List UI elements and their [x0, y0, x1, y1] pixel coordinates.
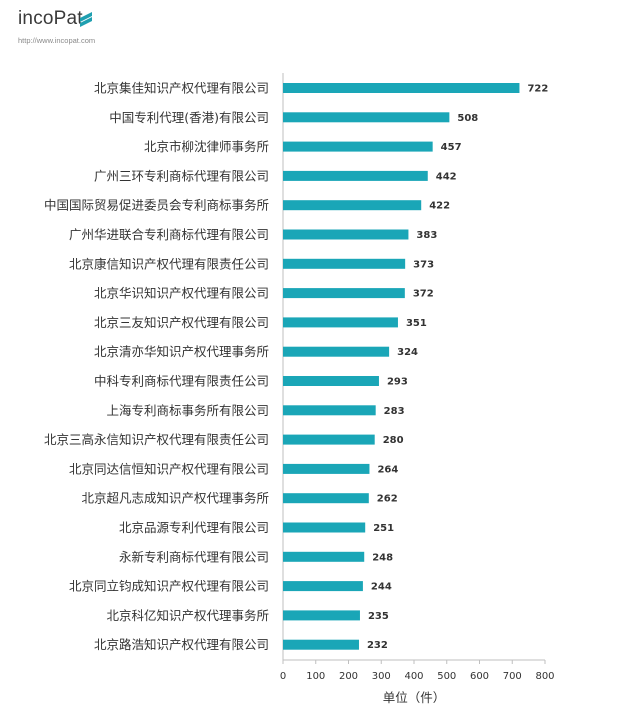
x-tick-label: 100: [306, 671, 325, 682]
bar: [283, 229, 409, 240]
category-label: 永新专利商标代理有限公司: [119, 549, 269, 564]
bar: [283, 376, 379, 386]
bar: [283, 581, 363, 592]
x-tick-label: 800: [535, 671, 554, 682]
data-label: 442: [436, 171, 457, 182]
bar: [283, 170, 428, 181]
data-label: 293: [387, 377, 408, 388]
bar: [283, 200, 422, 211]
category-label: 北京市柳沈律师事务所: [144, 139, 269, 154]
bar: [283, 551, 365, 562]
bar: [283, 639, 359, 650]
category-label: 北京集佳知识产权代理有限公司: [94, 81, 269, 96]
category-label: 上海专利商标事务所有限公司: [106, 403, 269, 418]
x-tick-label: 200: [339, 671, 358, 682]
category-label: 广州三环专利商标代理有限公司: [94, 168, 269, 183]
data-label: 324: [397, 347, 418, 358]
data-label: 383: [416, 230, 437, 241]
bar: [283, 112, 450, 123]
data-label: 235: [368, 611, 389, 622]
bar: [283, 288, 405, 299]
category-label: 北京科亿知识产权代理事务所: [106, 608, 269, 623]
category-label: 北京康信知识产权代理有限责任公司: [69, 256, 269, 271]
plot-area: 北京集佳知识产权代理有限公司 722 中国专利代理(香港)有限公司 508 北京市柳沈律…: [44, 73, 555, 705]
category-label: 北京路浩知识产权代理有限公司: [94, 637, 269, 652]
x-tick-label: 500: [437, 671, 456, 682]
x-axis-title: 单位（件）: [383, 690, 446, 705]
category-label: 北京三友知识产权代理有限公司: [94, 315, 269, 330]
data-label: 422: [429, 201, 450, 212]
data-label: 508: [457, 113, 478, 124]
data-label: 280: [383, 435, 404, 446]
bar: [283, 346, 390, 357]
data-label: 351: [406, 318, 427, 329]
data-label: 372: [413, 289, 434, 300]
x-tick-label: 0: [280, 671, 286, 682]
category-label: 中国专利代理(香港)有限公司: [109, 110, 269, 125]
bar: [283, 317, 398, 328]
data-label: 262: [377, 494, 398, 505]
data-label: 457: [441, 142, 462, 153]
bar: [283, 141, 433, 152]
category-label: 中科专利商标代理有限责任公司: [94, 374, 269, 389]
category-label: 北京三高永信知识产权代理有限责任公司: [44, 432, 269, 447]
category-label: 北京同立钧成知识产权代理有限公司: [69, 579, 269, 594]
category-label: 中国国际贸易促进委员会专利商标事务所: [44, 198, 269, 213]
category-label: 北京清亦华知识产权代理事务所: [94, 344, 269, 359]
logo-text: incoPat: [18, 8, 83, 29]
x-tick-label: 600: [470, 671, 489, 682]
category-label: 北京华识知识产权代理有限公司: [94, 286, 269, 301]
bar: [283, 258, 406, 269]
bar: [283, 463, 370, 474]
bar: [283, 405, 376, 416]
data-label: 373: [413, 259, 434, 270]
category-label: 北京品源专利代理有限公司: [119, 520, 269, 535]
logo-url: http://www.incopat.com: [18, 36, 96, 45]
data-label: 251: [373, 523, 394, 534]
category-label: 广州华进联合专利商标代理有限公司: [69, 227, 269, 242]
bar: [283, 610, 360, 621]
x-tick-label: 700: [503, 671, 522, 682]
x-tick-label: 400: [404, 671, 423, 682]
data-label: 248: [372, 552, 393, 563]
data-label: 264: [377, 464, 398, 475]
data-label: 283: [384, 406, 405, 417]
data-label: 232: [367, 640, 388, 651]
category-label: 北京超凡志成知识产权代理事务所: [81, 491, 269, 506]
data-label: 244: [371, 582, 392, 593]
bar: [283, 522, 366, 533]
bar: [283, 493, 369, 504]
data-label: 722: [527, 84, 548, 95]
x-tick-label: 300: [372, 671, 391, 682]
category-label: 北京同达信恒知识产权代理有限公司: [69, 461, 269, 476]
logo-mark-icon: [80, 12, 92, 27]
bar: [283, 434, 375, 445]
incopat-logo: incoPat http://www.incopat.com: [18, 8, 138, 48]
bar: [283, 83, 520, 93]
